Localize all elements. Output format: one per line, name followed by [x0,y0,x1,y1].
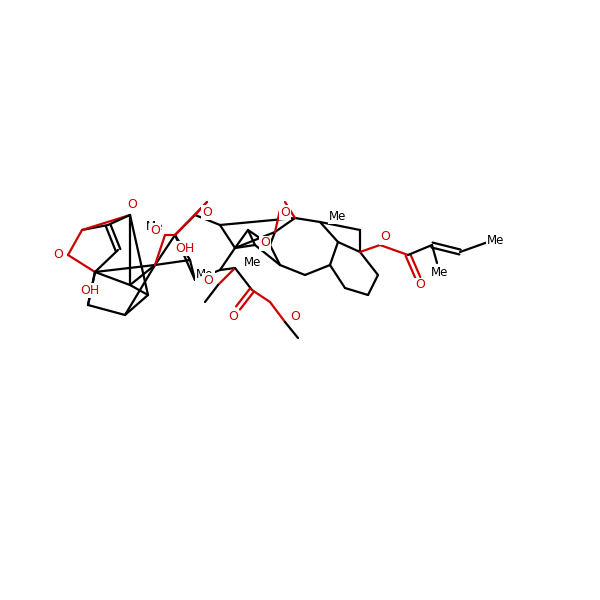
Text: O: O [260,236,270,250]
Text: OH: OH [175,241,194,254]
Text: Me: Me [196,269,214,281]
Text: Me: Me [244,257,262,269]
Text: O: O [53,248,63,262]
Text: O: O [202,205,212,218]
Text: Me: Me [146,220,164,233]
Text: O: O [203,274,213,286]
Text: O: O [127,199,137,211]
Text: Me: Me [431,266,449,280]
Text: Me: Me [329,211,347,223]
Text: O: O [415,278,425,292]
Text: Me: Me [487,233,505,247]
Text: O: O [380,230,390,244]
Text: O: O [280,205,290,218]
Text: OH: OH [80,283,100,296]
Text: O: O [150,223,160,236]
Text: O: O [228,310,238,323]
Text: O: O [290,311,300,323]
